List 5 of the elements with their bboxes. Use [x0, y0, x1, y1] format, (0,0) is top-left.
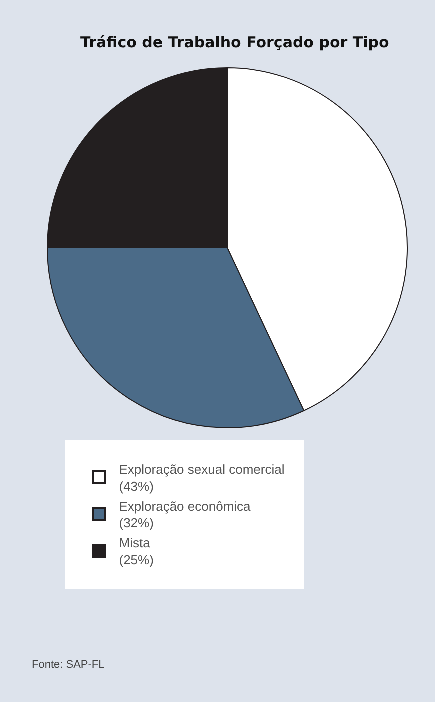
legend-label: Mista (25%) [119, 536, 154, 568]
legend-label: Exploração econômica (32%) [119, 498, 252, 531]
chart-title: Tráfico de Trabalho Forçado por Tipo [80, 33, 390, 52]
legend-label: Exploração sexual comercial (43%) [119, 462, 285, 494]
source-note: Fonte: SAP-FL [32, 659, 105, 671]
